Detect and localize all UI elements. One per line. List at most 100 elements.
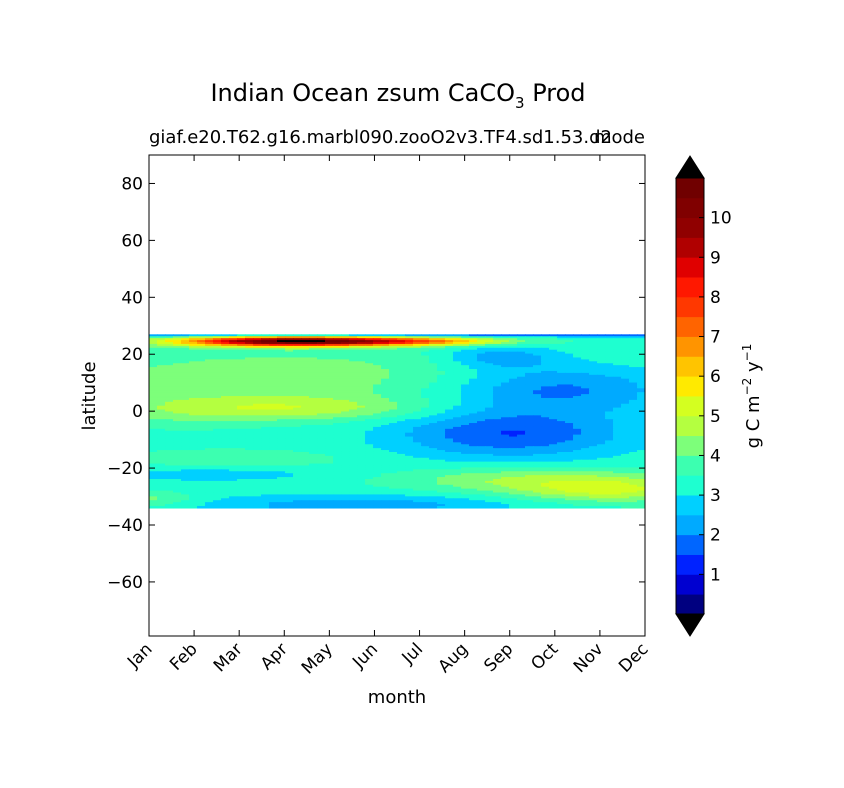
contour-cell xyxy=(509,467,518,470)
contour-cell xyxy=(501,376,510,380)
contour-cell xyxy=(445,434,454,438)
contour-cell xyxy=(429,436,438,440)
contour-cell xyxy=(341,390,350,393)
contour-cell xyxy=(245,453,254,457)
contour-cell xyxy=(421,484,430,488)
contour-cell xyxy=(165,343,174,347)
contour-cell xyxy=(333,442,342,445)
contour-cell xyxy=(605,361,614,364)
contour-cell xyxy=(525,444,534,447)
contour-cell xyxy=(165,396,174,399)
contour-cell xyxy=(277,434,286,438)
contour-cell xyxy=(189,359,198,362)
contour-cell xyxy=(261,407,270,411)
contour-cell xyxy=(501,388,510,391)
contour-cell xyxy=(533,396,542,399)
contour-cell xyxy=(509,388,518,391)
contour-cell xyxy=(405,382,414,386)
contour-cell xyxy=(605,480,614,484)
contour-cell xyxy=(429,413,438,416)
contour-cell xyxy=(253,453,262,457)
contour-cell xyxy=(189,334,198,337)
contour-cell xyxy=(509,376,518,380)
contour-cell xyxy=(637,434,645,438)
contour-cell xyxy=(637,428,645,432)
contour-cell xyxy=(277,450,286,453)
contour-cell xyxy=(493,367,502,370)
contour-cell xyxy=(493,390,502,393)
contour-cell xyxy=(285,411,294,414)
contour-cell xyxy=(261,367,270,370)
contour-cell xyxy=(325,365,334,368)
contour-cell xyxy=(565,415,574,418)
contour-cell xyxy=(581,438,590,442)
contour-cell xyxy=(565,394,574,397)
contour-cell xyxy=(621,434,630,438)
contour-cell xyxy=(533,440,542,443)
contour-cell xyxy=(309,342,318,345)
contour-cell xyxy=(461,477,470,480)
contour-cell xyxy=(501,455,510,459)
contour-cell xyxy=(181,411,190,414)
contour-cell xyxy=(277,432,286,436)
contour-cell xyxy=(421,478,430,482)
contour-cell xyxy=(637,455,645,459)
contour-cell xyxy=(397,465,406,469)
contour-cell xyxy=(437,450,446,453)
contour-cell xyxy=(421,349,430,353)
contour-cell xyxy=(557,338,566,341)
contour-cell xyxy=(173,386,182,389)
contour-cell xyxy=(341,336,350,339)
contour-cell xyxy=(405,415,414,418)
contour-cell xyxy=(333,390,342,393)
contour-cell xyxy=(509,442,518,445)
contour-cell xyxy=(229,448,238,451)
contour-cell xyxy=(149,426,158,430)
contour-cell xyxy=(253,403,262,407)
contour-cell xyxy=(445,473,454,476)
contour-cell xyxy=(437,473,446,476)
contour-cell xyxy=(333,450,342,453)
contour-cell xyxy=(517,361,526,364)
contour-cell xyxy=(573,349,582,353)
contour-cell xyxy=(397,471,406,474)
contour-cell xyxy=(397,372,406,376)
contour-cell xyxy=(573,374,582,378)
contour-cell xyxy=(621,448,630,451)
contour-cell xyxy=(221,424,230,428)
contour-cell xyxy=(565,484,574,488)
contour-cell xyxy=(293,469,302,472)
contour-cell xyxy=(301,363,310,366)
contour-cell xyxy=(317,407,326,411)
contour-cell xyxy=(357,486,366,490)
contour-cell xyxy=(549,397,558,401)
contour-cell xyxy=(597,430,606,434)
contour-cell xyxy=(461,448,470,451)
contour-cell xyxy=(533,349,542,353)
contour-cell xyxy=(181,403,190,407)
contour-cell xyxy=(213,432,222,436)
contour-cell xyxy=(357,415,366,418)
contour-cell xyxy=(189,478,198,482)
contour-cell xyxy=(317,419,326,422)
contour-cell xyxy=(237,382,246,386)
contour-cell xyxy=(309,357,318,360)
contour-cell xyxy=(373,486,382,490)
contour-cell xyxy=(605,482,614,486)
contour-cell xyxy=(333,461,342,465)
contour-cell xyxy=(149,403,158,407)
contour-cell xyxy=(621,463,630,467)
contour-cell xyxy=(525,380,534,384)
contour-cell xyxy=(445,482,454,486)
contour-cell xyxy=(165,434,174,438)
contour-cell xyxy=(197,382,206,386)
contour-cell xyxy=(181,336,190,339)
contour-cell xyxy=(317,338,326,341)
contour-cell xyxy=(373,390,382,393)
contour-cell xyxy=(269,448,278,451)
contour-cell xyxy=(245,376,254,380)
contour-cell xyxy=(445,415,454,418)
contour-cell xyxy=(509,415,518,418)
contour-cell xyxy=(621,386,630,389)
contour-cell xyxy=(629,409,638,413)
